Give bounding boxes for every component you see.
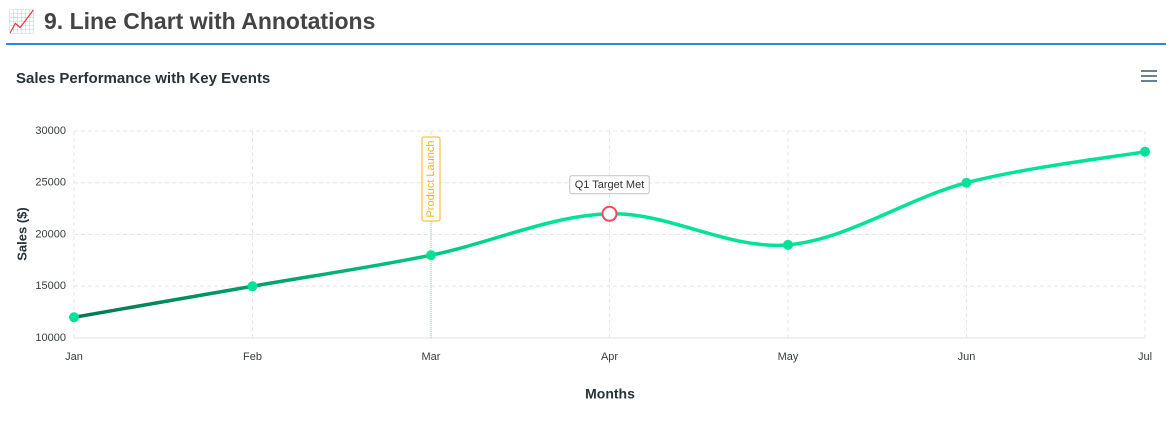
x-tick-label: Jun: [958, 351, 976, 363]
x-tick-label: Mar: [422, 351, 441, 363]
point: [426, 250, 436, 261]
annotation-label: Product Launch: [425, 140, 437, 217]
y-tick-label: 15000: [35, 280, 66, 292]
x-tick-label: May: [778, 351, 799, 363]
y-tick-label: 10000: [35, 332, 66, 344]
point: [247, 281, 258, 292]
annotation-point-label: Q1 Target Met: [575, 179, 645, 191]
y-axis-label: Sales ($): [14, 207, 29, 260]
menu-icon[interactable]: [1141, 70, 1157, 82]
y-tick-label: 30000: [35, 125, 66, 137]
header-icon: 📈: [8, 9, 35, 34]
y-tick-label: 25000: [35, 177, 66, 189]
x-tick-label: Jan: [65, 351, 83, 363]
annotation-point: [601, 205, 618, 222]
x-tick-label: Feb: [243, 351, 262, 363]
x-tick-label: Jul: [1138, 351, 1152, 363]
point: [69, 312, 79, 323]
point: [1140, 146, 1150, 157]
annotation-point-label-box: [569, 175, 650, 195]
annotation-label-box: [421, 136, 441, 222]
header-title: 9. Line Chart with Annotations: [44, 8, 375, 34]
x-axis-label: Months: [585, 386, 635, 402]
point: [783, 239, 793, 250]
x-tick-label: Apr: [601, 351, 618, 363]
y-tick-label: 20000: [35, 228, 66, 240]
point: [961, 177, 972, 188]
chart-title: Sales Performance with Key Events: [16, 70, 270, 87]
